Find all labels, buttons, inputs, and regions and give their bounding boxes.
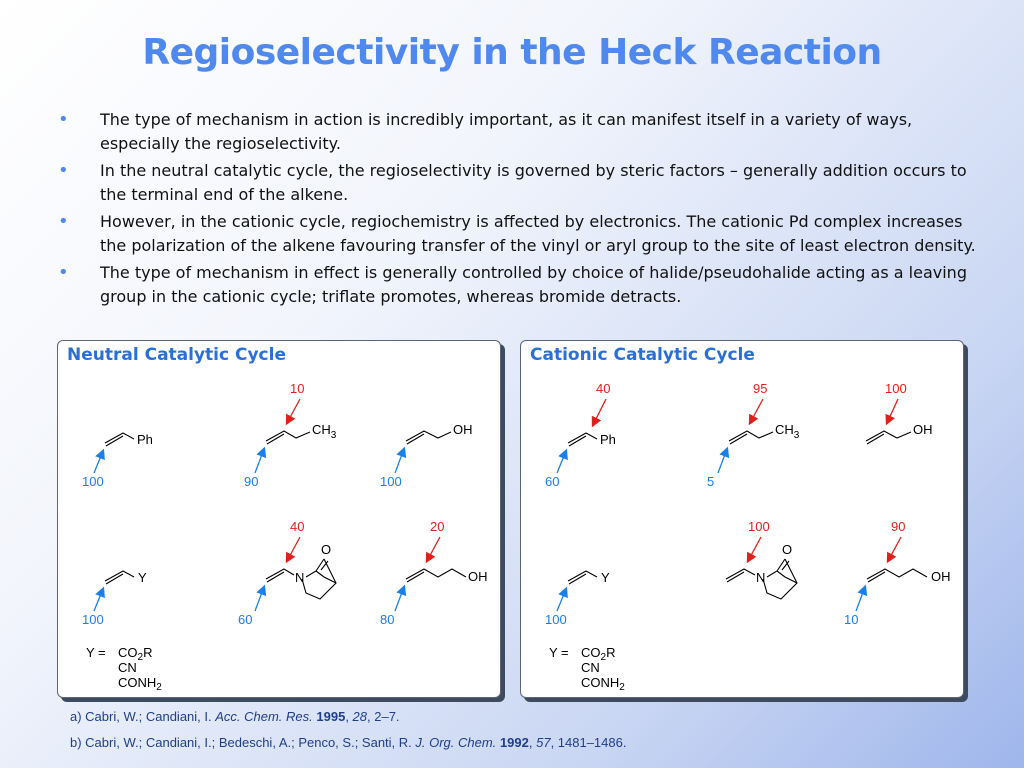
y-key-label: Y = bbox=[86, 645, 106, 660]
butenol-substituent: OH bbox=[468, 569, 488, 584]
styrene-terminal-yield: 100 bbox=[82, 474, 104, 489]
bullet-text: However, in the cationic cycle, regioche… bbox=[100, 212, 976, 255]
y-key-line3: CONH2 bbox=[581, 675, 625, 693]
acrylate-terminal-yield: 100 bbox=[82, 612, 104, 627]
allyl-alcohol-substituent: OH bbox=[913, 422, 933, 437]
butene-terminal-yield: 5 bbox=[707, 474, 714, 489]
slide-title: Regioselectivity in the Heck Reaction bbox=[142, 32, 882, 73]
bullet-marker: • bbox=[58, 160, 69, 181]
amide-internal-yield: 40 bbox=[290, 519, 304, 534]
neutral-cycle-panel: Neutral Catalytic Cycle Ph CH3 OH Y bbox=[57, 340, 501, 698]
bullet-item: • However, in the cationic cycle, regioch… bbox=[58, 210, 978, 258]
amide-internal-arrow bbox=[746, 536, 762, 564]
styrene-internal-arrow bbox=[591, 398, 607, 428]
y-key-line2: CN bbox=[581, 660, 600, 675]
butenol-internal-arrow bbox=[886, 536, 902, 564]
acrylate-terminal-arrow bbox=[556, 586, 568, 612]
amide-terminal-yield: 60 bbox=[238, 612, 252, 627]
reference-a: a) Cabri, W.; Candiani, I. Acc. Chem. Re… bbox=[70, 709, 400, 724]
butene-internal-arrow bbox=[285, 398, 301, 426]
y-key-line1: CO2R bbox=[118, 645, 152, 663]
cationic-structures: Ph CH3 OH Y N O OH 40 95 100 100 90 60 5… bbox=[545, 381, 951, 693]
bullet-item: • The type of mechanism in effect is gene… bbox=[58, 261, 978, 309]
butenol-internal-arrow bbox=[425, 536, 441, 564]
amide-internal-arrow bbox=[285, 536, 301, 564]
acrylate-terminal-arrow bbox=[93, 586, 105, 612]
amide-oxygen: O bbox=[321, 542, 331, 557]
butenol-terminal-arrow bbox=[394, 584, 407, 612]
bullet-marker: • bbox=[58, 211, 69, 232]
amide-oxygen: O bbox=[782, 542, 792, 557]
styrene-substituent: Ph bbox=[137, 432, 153, 447]
allyl-terminal-yield: 100 bbox=[380, 474, 402, 489]
bullet-marker: • bbox=[58, 109, 69, 130]
butene-substituent: CH3 bbox=[312, 422, 337, 441]
bullet-item: • The type of mechanism in action is incr… bbox=[58, 108, 978, 156]
allyl-internal-yield: 100 bbox=[885, 381, 907, 396]
butene-internal-yield: 10 bbox=[290, 381, 304, 396]
butenol-terminal-yield: 10 bbox=[844, 612, 858, 627]
bullet-item: • In the neutral catalytic cycle, the reg… bbox=[58, 159, 978, 207]
bullet-text: The type of mechanism in action is incre… bbox=[100, 110, 913, 153]
styrene-substituent: Ph bbox=[600, 432, 616, 447]
acrylate-substituent: Y bbox=[138, 570, 147, 585]
allyl-internal-arrow bbox=[885, 398, 899, 426]
allyl-terminal-arrow bbox=[394, 446, 407, 474]
butenol-internal-yield: 20 bbox=[430, 519, 444, 534]
butenol-terminal-arrow bbox=[855, 584, 868, 612]
allyl-alcohol-substituent: OH bbox=[453, 422, 473, 437]
reference-b: b) Cabri, W.; Candiani, I.; Bedeschi, A.… bbox=[70, 735, 627, 750]
amide-nitrogen: N bbox=[295, 570, 304, 585]
panel-title: Neutral Catalytic Cycle bbox=[67, 345, 286, 365]
amide-terminal-arrow bbox=[254, 584, 267, 612]
bullet-list: • The type of mechanism in action is incr… bbox=[58, 108, 978, 312]
butene-substituent: CH3 bbox=[775, 422, 800, 441]
bullet-text: The type of mechanism in effect is gener… bbox=[100, 263, 967, 306]
bullet-marker: • bbox=[58, 262, 69, 283]
butene-terminal-arrow bbox=[254, 446, 267, 474]
butene-terminal-yield: 90 bbox=[244, 474, 258, 489]
y-key-label: Y = bbox=[549, 645, 569, 660]
styrene-internal-yield: 40 bbox=[596, 381, 610, 396]
butenol-substituent: OH bbox=[931, 569, 951, 584]
acrylate-substituent: Y bbox=[601, 570, 610, 585]
panel-title: Cationic Catalytic Cycle bbox=[530, 345, 755, 365]
cationic-cycle-panel: Cationic Catalytic Cycle Ph CH3 OH Y N O… bbox=[520, 340, 964, 698]
neutral-structures: Ph CH3 OH Y N O OH 10 40 20 100 90 100 1… bbox=[82, 381, 488, 693]
butenol-terminal-yield: 80 bbox=[380, 612, 394, 627]
bullet-text: In the neutral catalytic cycle, the regi… bbox=[100, 161, 967, 204]
butene-internal-arrow bbox=[748, 398, 764, 426]
amide-internal-yield: 100 bbox=[748, 519, 770, 534]
styrene-terminal-arrow bbox=[556, 448, 568, 474]
y-key-line1: CO2R bbox=[581, 645, 615, 663]
y-key-line2: CN bbox=[118, 660, 137, 675]
butene-internal-yield: 95 bbox=[753, 381, 767, 396]
styrene-terminal-yield: 60 bbox=[545, 474, 559, 489]
amide-nitrogen: N bbox=[756, 570, 765, 585]
acrylate-terminal-yield: 100 bbox=[545, 612, 567, 627]
butenol-internal-yield: 90 bbox=[891, 519, 905, 534]
styrene-terminal-arrow bbox=[93, 448, 105, 474]
y-key-line3: CONH2 bbox=[118, 675, 162, 693]
butene-terminal-arrow bbox=[717, 446, 730, 474]
